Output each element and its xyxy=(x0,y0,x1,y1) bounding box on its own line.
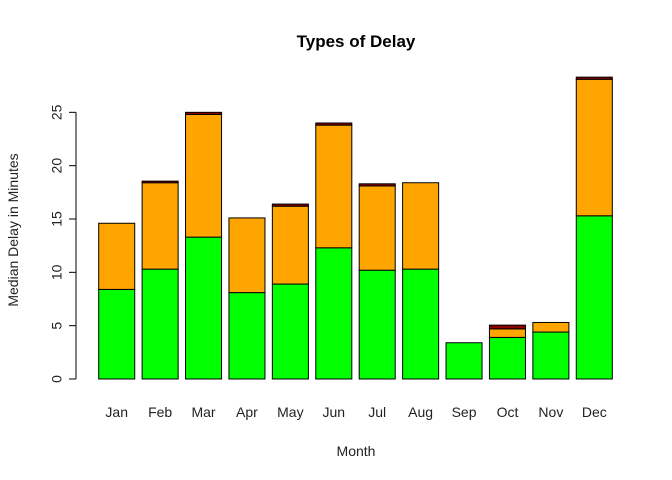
y-tick-label: 5 xyxy=(49,322,65,330)
x-tick-label: Apr xyxy=(236,404,258,420)
bars xyxy=(98,76,613,380)
x-tick-label: Jun xyxy=(323,404,346,420)
bar-segment xyxy=(358,269,396,380)
x-tick-label: Nov xyxy=(538,404,563,420)
x-tick-label: Aug xyxy=(408,404,433,420)
bar-segment xyxy=(315,247,353,380)
x-tick-label: Mar xyxy=(191,404,215,420)
bar-segment xyxy=(488,328,526,338)
y-axis: 0 5 10 15 20 25 xyxy=(49,104,77,383)
bar-segment xyxy=(185,113,223,238)
bar-segment xyxy=(488,324,526,330)
y-tick-label: 20 xyxy=(49,158,65,174)
x-tick-label: Jan xyxy=(105,404,128,420)
x-axis-label: Month xyxy=(337,443,376,459)
x-tick-label: Oct xyxy=(497,404,519,420)
bar-segment xyxy=(98,222,136,290)
bar-segment xyxy=(228,292,266,380)
bar-segment xyxy=(358,183,396,187)
bar-segment xyxy=(185,236,223,380)
x-tick-label: Feb xyxy=(148,404,172,420)
bar-segment xyxy=(228,217,266,294)
bar-segment xyxy=(532,331,570,380)
bar-segment xyxy=(271,205,309,285)
x-tick-label: May xyxy=(277,404,303,420)
bar-segment xyxy=(315,124,353,249)
bar-segment xyxy=(532,321,570,333)
bar-segment xyxy=(402,182,440,270)
bar-segment xyxy=(271,203,309,207)
bar-segment xyxy=(575,76,613,80)
x-tick-label: Dec xyxy=(582,404,607,420)
bar-segment xyxy=(185,111,223,115)
x-tick-label: Jul xyxy=(368,404,386,420)
bar-segment xyxy=(315,122,353,126)
bar-segment xyxy=(402,268,440,380)
bar-segment xyxy=(141,180,179,184)
y-tick-label: 15 xyxy=(49,211,65,227)
bar-segment xyxy=(141,268,179,380)
x-tick-label: Sep xyxy=(452,404,477,420)
bar-segment xyxy=(575,78,613,217)
y-tick-label: 25 xyxy=(49,104,65,120)
bar-segment xyxy=(98,288,136,380)
bar-segment xyxy=(271,283,309,380)
bar-segment xyxy=(445,342,483,380)
bar-segment xyxy=(141,182,179,270)
y-axis-label: Median Delay in Minutes xyxy=(5,153,21,306)
x-tick-labels: Jan Feb Mar Apr May Jun Jul Aug Sep Oct Nov Dec xyxy=(105,404,606,420)
y-tick-label: 10 xyxy=(49,264,65,280)
bar-segment xyxy=(488,336,526,380)
y-tick-label: 0 xyxy=(49,375,65,383)
chart-title: Types of Delay xyxy=(297,32,416,51)
bar-segment xyxy=(575,215,613,380)
bar-segment xyxy=(358,185,396,271)
